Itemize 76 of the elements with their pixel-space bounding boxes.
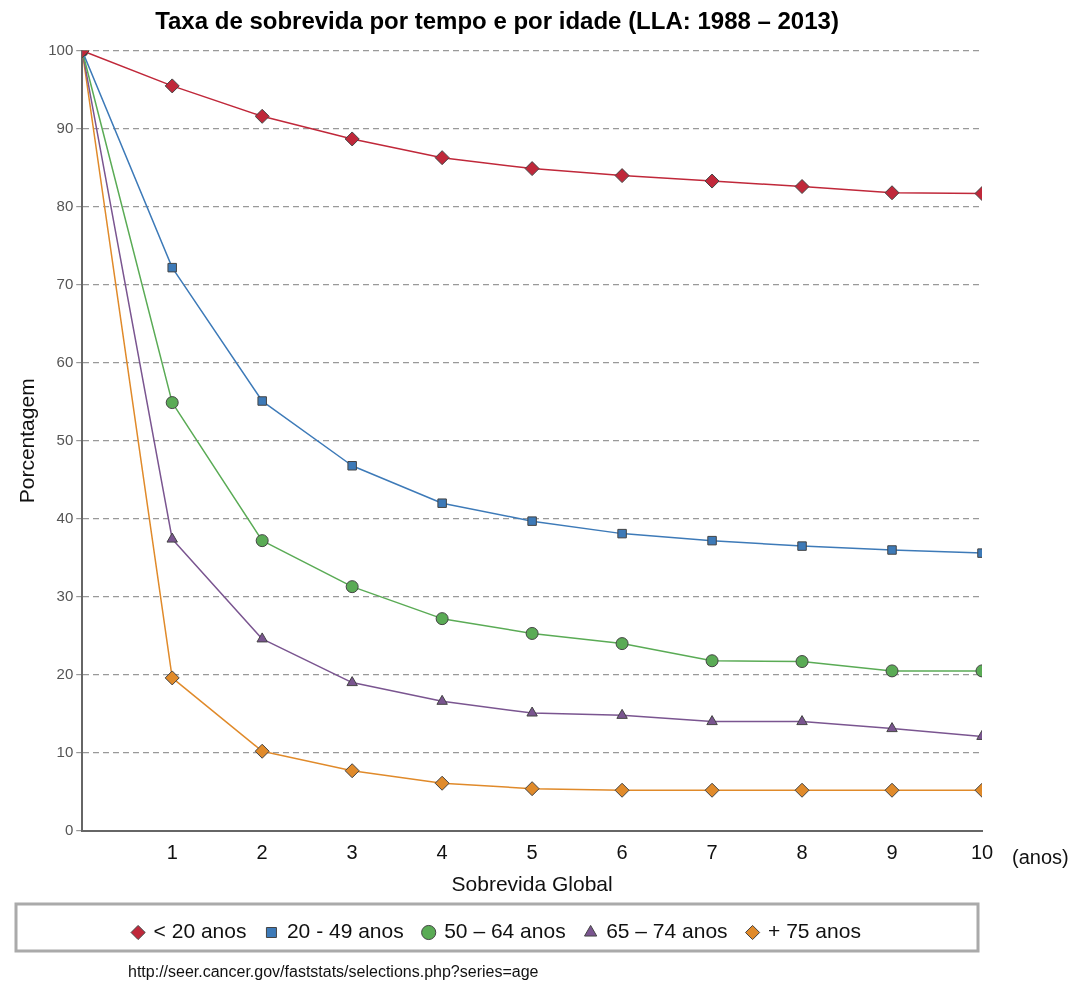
point: [167, 262, 177, 273]
legend-label: 20 - 49 anos: [286, 919, 404, 943]
y-tick-label: 10: [56, 742, 74, 760]
point: [886, 722, 898, 733]
point: [344, 763, 360, 779]
point: [884, 782, 900, 798]
y-tick-label: 60: [56, 352, 74, 370]
point: [345, 580, 359, 594]
point: [164, 78, 180, 94]
point: [254, 743, 270, 759]
legend-label: + 75 anos: [768, 919, 861, 943]
y-tick-label: 30: [56, 586, 74, 604]
y-tick-label: 70: [56, 274, 74, 292]
point: [436, 694, 448, 705]
point: [794, 782, 810, 798]
point: [346, 676, 358, 687]
text: http://seer.cancer.gov/faststats/selections.php?series=age: [128, 963, 539, 981]
y-tick-label: 100: [48, 40, 74, 58]
y-tick-label: 90: [56, 118, 74, 136]
point: [165, 396, 179, 410]
point: [527, 516, 537, 526]
point: [885, 664, 899, 678]
chart-title: Taxa de sobrevida por tempo e por idade (LLA: 1988 – 2013): [155, 7, 839, 35]
x-tick-label: 9: [886, 841, 898, 864]
point: [526, 706, 538, 717]
legend-label: 50 – 64 anos: [444, 919, 566, 943]
point: [704, 782, 720, 798]
point: [434, 150, 450, 166]
point: [344, 131, 360, 147]
point: [524, 161, 540, 177]
x-tick-label: 10: [970, 841, 994, 864]
point: [525, 626, 539, 640]
point: [614, 168, 630, 184]
x-axis-title: Sobrevida Global: [451, 872, 613, 896]
x-tick-label: 1: [166, 841, 178, 864]
point: [796, 715, 808, 726]
point: [706, 715, 718, 726]
point: [704, 173, 720, 189]
point: [347, 461, 357, 471]
x-tick-label: 8: [796, 841, 808, 864]
y-tick-label: 40: [56, 508, 74, 526]
y-tick-label: 0: [64, 820, 74, 838]
x-tick-label: 6: [616, 841, 628, 864]
y-tick-label: 50: [56, 430, 74, 448]
point: [435, 612, 449, 626]
x-tick-label: 5: [526, 841, 538, 864]
point: [797, 541, 807, 551]
point: [887, 545, 897, 555]
point: [616, 708, 628, 719]
point: [255, 534, 269, 548]
point: [524, 781, 540, 797]
x-tick-label: 3: [346, 841, 358, 864]
point: [434, 775, 450, 791]
point: [614, 782, 630, 798]
x-tick-label: 2: [256, 841, 268, 864]
point: [164, 670, 180, 686]
point: [615, 637, 629, 651]
legend-label: < 20 anos: [153, 919, 247, 943]
y-tick-label: 80: [56, 196, 74, 214]
x-tick-label: 7: [706, 841, 718, 864]
point: [254, 108, 270, 124]
legend-label: 65 – 74 anos: [606, 919, 728, 943]
point: [617, 528, 627, 539]
point: [794, 179, 810, 195]
point: [437, 498, 447, 508]
point: [705, 654, 719, 668]
point: [257, 396, 267, 406]
x-tick-label: 4: [436, 841, 448, 864]
y-tick-label: 20: [56, 664, 74, 682]
point: [707, 535, 717, 546]
text: (anos): [1012, 846, 1069, 869]
point: [256, 632, 268, 643]
point: [795, 655, 809, 669]
point: [166, 532, 178, 543]
y-axis-title: Porcentagem: [15, 378, 39, 504]
point: [884, 185, 900, 201]
